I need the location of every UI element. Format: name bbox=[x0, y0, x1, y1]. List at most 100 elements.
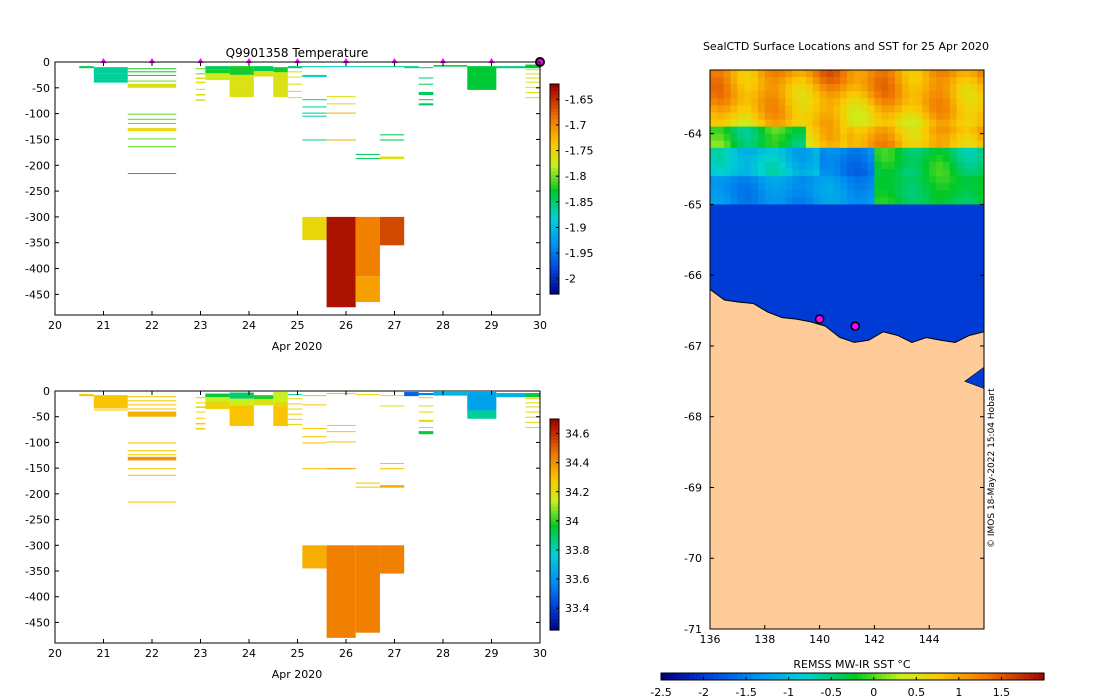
sst-cell bbox=[853, 253, 862, 262]
sst-cell bbox=[853, 211, 862, 220]
data-cell bbox=[127, 71, 177, 73]
sst-cell bbox=[757, 253, 766, 262]
colorbar-segment bbox=[550, 510, 559, 515]
colorbar-segment bbox=[550, 126, 559, 131]
sst-cell bbox=[757, 190, 766, 198]
sst-colorbar-segment bbox=[708, 673, 715, 680]
sst-cell bbox=[901, 261, 910, 269]
sst-cell bbox=[922, 70, 930, 78]
colorbar-segment bbox=[550, 178, 559, 183]
sst-cell bbox=[751, 289, 759, 297]
sst-cell bbox=[785, 239, 793, 248]
lon-tick-label: 142 bbox=[864, 633, 885, 646]
sst-cell bbox=[723, 261, 732, 269]
sst-cell bbox=[847, 154, 855, 163]
sst-cell bbox=[956, 204, 964, 213]
sst-cell bbox=[812, 112, 821, 121]
sst-cell bbox=[853, 169, 862, 177]
sst-cell bbox=[716, 176, 725, 184]
sst-cell bbox=[805, 246, 814, 255]
sst-cell bbox=[894, 70, 903, 78]
sst-cell bbox=[881, 105, 889, 113]
sst-cell bbox=[710, 246, 718, 255]
sst-cell bbox=[826, 70, 834, 78]
colorbar-segment bbox=[550, 168, 559, 173]
colorbar-tick-label: -1.75 bbox=[565, 145, 593, 158]
sst-cell bbox=[723, 176, 732, 184]
sst-cell bbox=[805, 232, 814, 241]
sst-colorbar-segment bbox=[900, 673, 906, 680]
sst-cell bbox=[833, 190, 841, 198]
sst-cell bbox=[901, 310, 910, 319]
sst-cell bbox=[956, 112, 964, 121]
sst-cell bbox=[956, 282, 964, 290]
sst-cell bbox=[716, 246, 725, 255]
colorbar-segment bbox=[550, 587, 559, 592]
sst-cell bbox=[757, 296, 766, 305]
sst-cell bbox=[908, 275, 916, 283]
sst-cell bbox=[826, 275, 834, 283]
sst-cell bbox=[922, 303, 930, 312]
colorbar-segment bbox=[550, 164, 559, 169]
colorbar-segment bbox=[550, 147, 559, 152]
sst-cell bbox=[881, 303, 889, 312]
sst-cell bbox=[840, 331, 848, 340]
sst-cell bbox=[860, 176, 869, 184]
sst-cell bbox=[949, 84, 958, 92]
sst-cell bbox=[847, 218, 855, 227]
sst-cell bbox=[942, 140, 951, 149]
data-cell bbox=[195, 73, 206, 75]
data-cell bbox=[127, 411, 177, 417]
sst-cell bbox=[847, 296, 855, 305]
sst-cell bbox=[929, 310, 937, 319]
data-cell bbox=[418, 91, 434, 96]
sst-cell bbox=[881, 289, 889, 297]
sst-cell bbox=[799, 147, 807, 156]
sst-cell bbox=[757, 161, 766, 170]
sst-cell bbox=[888, 225, 896, 234]
sst-cell bbox=[833, 91, 841, 99]
sst-colorbar-segment bbox=[684, 673, 691, 680]
sst-cell bbox=[956, 98, 964, 106]
sst-cell bbox=[874, 77, 882, 85]
sst-colorbar-segment bbox=[823, 673, 830, 680]
sst-cell bbox=[730, 112, 738, 121]
sst-cell bbox=[929, 324, 937, 333]
map-latitude-axis: -64-65-66-67-68-69-70-71 bbox=[684, 128, 984, 636]
sst-cell bbox=[737, 183, 745, 191]
sst-colorbar-tick-label: -0.5 bbox=[820, 686, 841, 699]
sst-cell bbox=[710, 268, 718, 276]
sst-cell bbox=[888, 282, 896, 290]
sst-cell bbox=[764, 84, 773, 92]
sst-colorbar-segment bbox=[909, 673, 916, 680]
sst-cell bbox=[888, 140, 896, 149]
sst-cell bbox=[853, 84, 862, 92]
sst-cell bbox=[970, 126, 978, 135]
sst-cell bbox=[778, 70, 786, 78]
data-cell bbox=[418, 99, 434, 101]
sst-cell bbox=[908, 310, 916, 319]
sst-cell bbox=[833, 105, 841, 113]
sst-cell bbox=[757, 70, 766, 78]
sst-cell bbox=[977, 324, 985, 333]
data-cell bbox=[127, 450, 177, 452]
sst-cell bbox=[847, 176, 855, 184]
sst-cell bbox=[977, 77, 985, 85]
sst-cell bbox=[915, 84, 923, 92]
colorbar-segment bbox=[550, 475, 559, 480]
sst-cell bbox=[744, 289, 752, 297]
sst-cell bbox=[723, 119, 732, 128]
sst-cell bbox=[942, 282, 951, 290]
sst-cell bbox=[956, 268, 964, 276]
sst-cell bbox=[847, 190, 855, 198]
sst-colorbar-segment bbox=[1034, 673, 1040, 680]
colorbar-segment bbox=[550, 199, 559, 204]
sst-cell bbox=[970, 303, 978, 312]
sst-colorbar-segment bbox=[938, 673, 945, 680]
data-cell bbox=[127, 146, 177, 148]
sst-cell bbox=[929, 119, 937, 128]
sst-cell bbox=[757, 197, 766, 205]
sst-cell bbox=[860, 261, 869, 269]
sst-cell bbox=[723, 154, 732, 163]
sst-cell bbox=[785, 183, 793, 191]
